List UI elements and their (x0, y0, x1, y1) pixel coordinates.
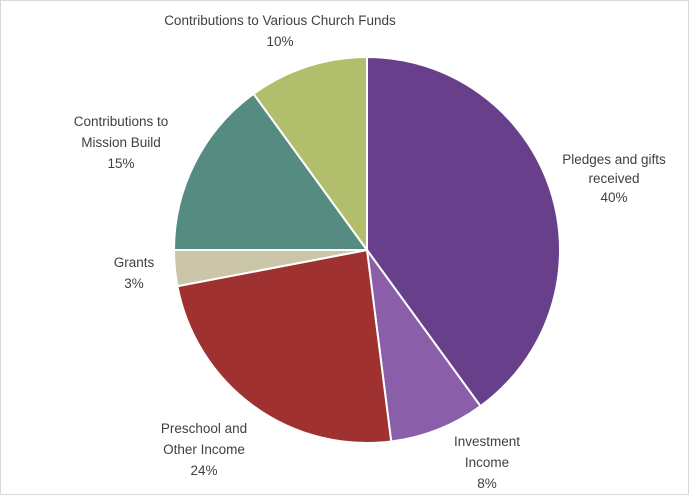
data-label-investment: Investment Income 8% (454, 434, 520, 491)
data-label-church-funds: Contributions to Various Church Funds 10… (164, 13, 396, 49)
pie-slice-pledges-and-gifts-received (366, 55, 561, 408)
data-label-pledges-line-2: received (588, 171, 639, 186)
data-label-pledges-percent: 40% (600, 190, 627, 205)
pie-slice-contributions-to-mission-build (172, 92, 369, 251)
data-label-church-funds-line-1: Contributions to Various Church Funds (164, 13, 396, 28)
pie-slices (172, 55, 561, 444)
data-label-mission-build-line-2: Mission Build (81, 135, 161, 150)
pie-slice-contributions-to-various-church-funds (252, 55, 368, 254)
data-label-grants-line-1: Grants (114, 255, 155, 270)
data-label-church-funds-percent: 10% (266, 34, 293, 49)
data-label-investment-line-2: Income (465, 455, 509, 470)
data-label-pledges: Pledges and gifts received 40% (562, 152, 666, 205)
data-label-pledges-line-1: Pledges and gifts (562, 152, 666, 167)
pie-slice-preschool-and-other-income (176, 248, 393, 444)
data-label-preschool: Preschool and Other Income 24% (161, 421, 247, 478)
data-label-grants: Grants 3% (114, 255, 155, 291)
data-label-mission-build-percent: 15% (107, 156, 134, 171)
data-label-preschool-line-2: Other Income (163, 442, 245, 457)
data-label-investment-percent: 8% (477, 476, 497, 491)
pie-slice-investment-income (366, 249, 482, 443)
data-label-preschool-percent: 24% (190, 463, 217, 478)
data-label-mission-build-line-1: Contributions to (74, 114, 169, 129)
data-label-investment-line-1: Investment (454, 434, 520, 449)
data-label-preschool-line-1: Preschool and (161, 421, 247, 436)
data-label-mission-build: Contributions to Mission Build 15% (74, 114, 169, 171)
data-label-grants-percent: 3% (124, 276, 144, 291)
